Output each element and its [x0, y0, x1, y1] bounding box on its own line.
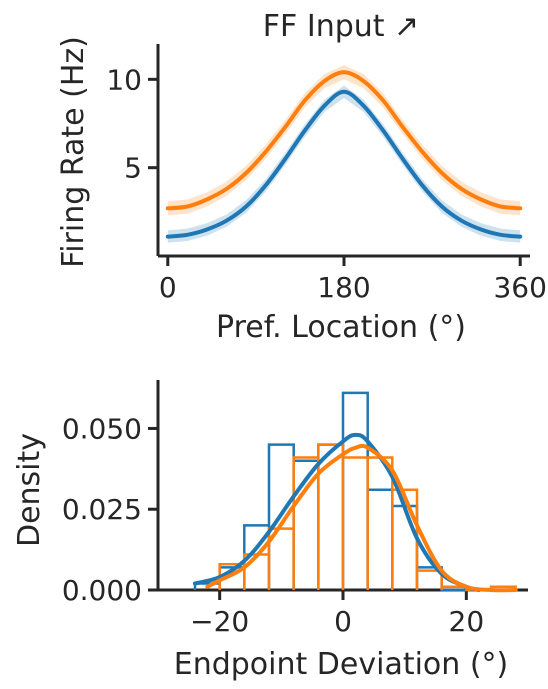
x-axis-label: Pref. Location (°)	[216, 310, 466, 345]
tuning-curve-panel: FF Input ↗ Firing Rate (Hz) Pref. Locati…	[56, 9, 547, 345]
y-tick-label: 0.025	[62, 493, 142, 526]
y-tick-label: 10	[106, 63, 142, 96]
series-line-1	[165, 70, 523, 211]
histogram-outline-0	[193, 391, 467, 592]
y-axis-label: Density	[12, 433, 47, 547]
x-tick-label: 20	[449, 605, 485, 638]
y-tick-label: 0.000	[62, 574, 142, 607]
x-tick-label: 0	[334, 605, 352, 638]
series-line-0	[165, 89, 523, 239]
y-tick-label: 5	[124, 152, 142, 185]
y-tick-label: 0.050	[62, 412, 142, 445]
x-tick-label: 0	[159, 271, 177, 304]
kde-curve-1	[205, 443, 518, 593]
y-axis-label: Firing Rate (Hz)	[56, 36, 91, 268]
ci-band-0	[167, 85, 521, 243]
x-axis-label: Endpoint Deviation (°)	[174, 647, 509, 682]
kde-curve-0	[193, 432, 481, 592]
x-tick-label: −20	[190, 605, 249, 638]
endpoint-histogram-panel: Density Endpoint Deviation (°) −20 0 20 0.0…	[12, 380, 528, 682]
x-tick-label: 360	[493, 271, 546, 304]
chart-title: FF Input ↗	[263, 9, 419, 44]
x-tick-label: 180	[317, 271, 370, 304]
